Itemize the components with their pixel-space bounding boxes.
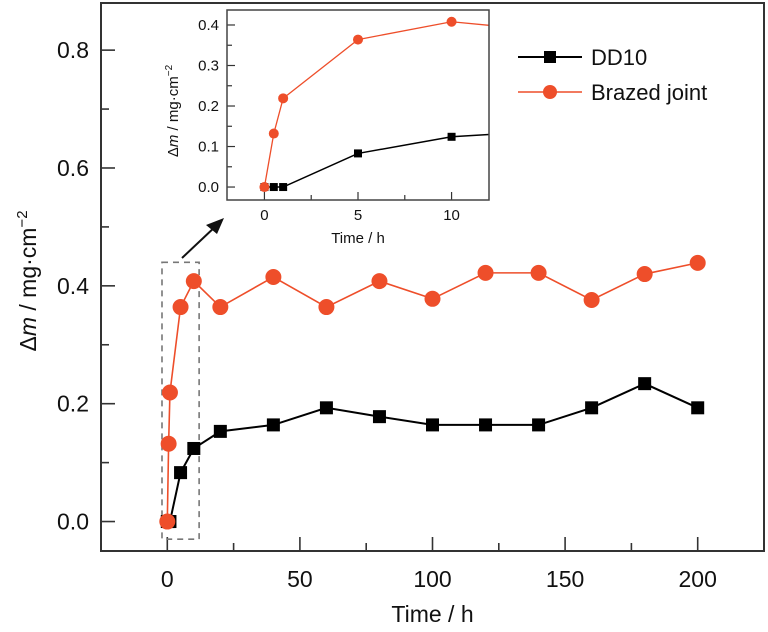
y-tick-label: 0.0 (198, 179, 219, 196)
brazed-joint-point (185, 273, 202, 290)
inset-x-axis-title: Time / h (331, 230, 385, 247)
brazed-joint-line (263, 21, 489, 188)
brazed-joint-point (477, 264, 494, 281)
y-tick-label: 0.0 (57, 509, 89, 535)
y-axis-title-variable: m (15, 317, 41, 336)
dd10-point (174, 466, 188, 480)
brazed-joint-point (159, 513, 176, 530)
dd10-point (372, 410, 386, 424)
dd10-point (585, 401, 599, 415)
brazed-joint-point (446, 16, 457, 27)
dd10-line (264, 133, 489, 188)
legend-marker-square (544, 51, 556, 63)
main-series-group (159, 254, 706, 530)
inset-plot-frame (226, 9, 490, 201)
inset-y-axis-title-variable: m (165, 135, 182, 148)
y-axis-title-unit: / mg·cm (15, 228, 41, 317)
arrow-head-icon (206, 218, 224, 234)
x-tick-label: 50 (287, 566, 313, 592)
dd10-line (167, 382, 699, 523)
brazed-joint-point (161, 384, 178, 401)
brazed-joint-point (172, 299, 189, 316)
zoom-region-rect (161, 261, 200, 541)
legend-marker-circle (543, 85, 557, 99)
brazed-joint-point (353, 34, 363, 45)
y-tick-label: 0.4 (198, 17, 219, 34)
brazed-joint-point (212, 299, 229, 316)
dd10-point (213, 424, 227, 438)
dd10-point (269, 183, 278, 192)
brazed-joint-point (160, 435, 177, 452)
dd10-point (319, 401, 333, 415)
y-tick-label: 0.4 (57, 273, 89, 299)
dd10-point (266, 418, 280, 432)
y-axis-title-exponent: −2 (14, 210, 31, 227)
brazed-joint-point (278, 93, 289, 104)
inset-y-axis-title-delta: Δ (165, 147, 182, 157)
x-axis-title: Time / h (391, 601, 473, 627)
legend-label-dd10: DD10 (591, 45, 647, 70)
inset-axis-ticks: 0 5 10 0.0 0.1 0.2 0.3 0.4 (198, 17, 460, 224)
dd10-point (447, 132, 456, 141)
zoom-arrow (181, 218, 224, 259)
x-tick-label: 100 (413, 566, 451, 592)
inset-plot: 0 5 10 0.0 0.1 0.2 0.3 0.4 Time / h Δm / mg·cm−… (164, 9, 490, 247)
legend-item-dd10: DD10 (518, 45, 647, 70)
y-tick-label: 0.3 (198, 58, 219, 75)
brazed-joint-point (689, 254, 706, 271)
dd10-point (354, 149, 362, 158)
brazed-joint-point (265, 269, 282, 285)
y-axis-title-delta: Δ (15, 336, 41, 351)
inset-series-group (259, 16, 489, 193)
brazed-joint-point (636, 266, 653, 283)
x-tick-label: 10 (443, 207, 460, 224)
dd10-point (279, 183, 288, 192)
y-tick-label: 0.8 (57, 37, 89, 63)
brazed-joint-point (583, 291, 600, 308)
brazed-joint-point (268, 128, 279, 139)
legend-item-brazed-joint: Brazed joint (518, 80, 707, 105)
x-tick-label: 5 (354, 207, 362, 224)
y-tick-label: 0.6 (57, 155, 89, 181)
x-tick-label: 150 (546, 566, 584, 592)
inset-y-axis-title-unit: / mg·cm (165, 76, 182, 134)
y-tick-label: 0.2 (57, 391, 89, 417)
inset-y-axis-title: Δm / mg·cm−2 (164, 64, 182, 157)
dd10-point (691, 401, 705, 415)
x-tick-label: 0 (260, 207, 268, 224)
dd10-point (187, 441, 201, 455)
legend-label-brazed-joint: Brazed joint (591, 80, 707, 105)
inset-y-axis-title-exponent: −2 (164, 64, 175, 76)
arrow-shaft (181, 224, 218, 259)
brazed-joint-point (318, 299, 335, 316)
y-axis-title: Δm / mg·cm−2 (14, 210, 41, 351)
dd10-point (426, 418, 439, 432)
legend: DD10 Brazed joint (518, 45, 707, 105)
brazed-joint-point (424, 290, 441, 307)
dd10-point (638, 377, 652, 391)
brazed-joint-point (530, 264, 547, 281)
x-tick-label: 0 (161, 566, 174, 592)
x-tick-label: 200 (679, 566, 717, 592)
dd10-point (479, 418, 493, 432)
zoom-region-box (161, 261, 200, 541)
dd10-point (532, 418, 546, 432)
brazed-joint-point (259, 182, 270, 193)
y-tick-label: 0.1 (198, 139, 219, 156)
y-tick-label: 0.2 (198, 98, 219, 115)
brazed-joint-point (371, 273, 388, 290)
